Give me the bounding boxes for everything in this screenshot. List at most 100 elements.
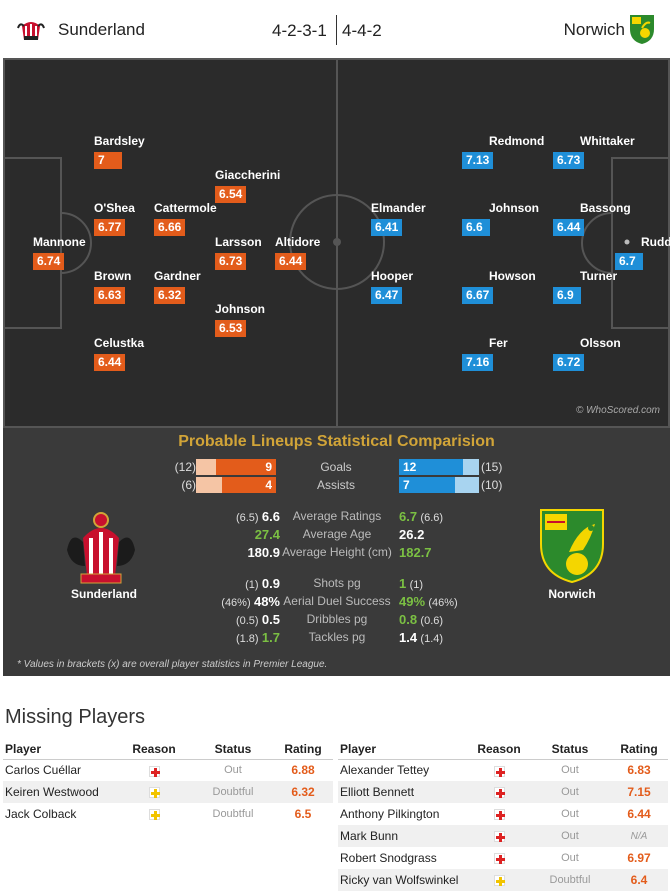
- col-reason[interactable]: Reason: [115, 739, 193, 760]
- away-stat: 0.8 (0.6): [399, 612, 443, 627]
- home-player-mannone[interactable]: Mannone 6.74: [33, 235, 86, 270]
- reason-cell: [468, 825, 530, 847]
- away-player-hooper[interactable]: Hooper 6.47: [371, 269, 413, 304]
- home-player-oshea[interactable]: O'Shea 6.77: [94, 201, 135, 236]
- away-team-label: Norwich: [548, 587, 596, 601]
- away-player-olsson[interactable]: Olsson 6.72: [553, 336, 621, 371]
- player-name: Celustka: [94, 336, 145, 350]
- home-player-bardsley[interactable]: Bardsley 7: [94, 134, 145, 169]
- stat-label: Tackles pg: [308, 630, 366, 644]
- stat-bar-assists: (6) 4 Assists 7 (10): [3, 477, 670, 493]
- reason-cell: [468, 847, 530, 869]
- home-stat: (6.5) 6.6: [236, 509, 280, 524]
- injury-icon: [493, 765, 505, 777]
- home-stat: 180.9: [247, 545, 280, 560]
- col-status[interactable]: Status: [530, 739, 610, 760]
- sunderland-crest-icon: [17, 22, 45, 40]
- col-reason[interactable]: Reason: [468, 739, 530, 760]
- away-value: 1.4: [399, 630, 418, 645]
- away-team-name[interactable]: Norwich: [563, 20, 625, 39]
- stat-label: Dribbles pg: [306, 612, 368, 626]
- player-name[interactable]: Jack Colback: [5, 807, 77, 821]
- col-status[interactable]: Status: [193, 739, 273, 760]
- player-name[interactable]: Alexander Tettey: [340, 763, 430, 778]
- formation-divider: [336, 15, 337, 45]
- home-team-name[interactable]: Sunderland: [58, 20, 145, 39]
- stat-label: Average Ratings: [292, 509, 382, 523]
- status-cell: Doubtful: [212, 808, 254, 820]
- player-name[interactable]: Anthony Pilkington: [340, 807, 440, 821]
- col-player[interactable]: Player: [338, 739, 468, 760]
- home-player-gardner[interactable]: Gardner 6.32: [154, 269, 201, 304]
- away-bar: [399, 477, 479, 493]
- stat-label: Goals: [320, 460, 352, 474]
- player-name: Johnson: [215, 302, 265, 316]
- away-player-whittaker[interactable]: Whittaker 6.73: [553, 134, 635, 169]
- home-player-brown[interactable]: Brown 6.63: [94, 269, 131, 304]
- player-name: Fer: [489, 336, 508, 350]
- reason-cell: [468, 869, 530, 891]
- away-missing-table: Player Reason Status Rating Alexander Te…: [338, 739, 668, 891]
- home-value: 9: [265, 460, 272, 474]
- stat-label: Assists: [316, 478, 355, 492]
- table-row: Jack Colback Doubtful 6.5: [3, 803, 333, 825]
- away-player-rudd[interactable]: Rudd 6.7: [615, 235, 670, 270]
- player-name[interactable]: Elliott Bennett: [338, 781, 468, 803]
- away-player-bassong[interactable]: Bassong 6.44: [553, 201, 631, 236]
- home-player-celustka[interactable]: Celustka 6.44: [94, 336, 144, 371]
- player-name[interactable]: Mark Bunn: [338, 825, 468, 847]
- home-player-giaccherini[interactable]: Giaccherini 6.54: [215, 168, 280, 203]
- away-player-howson[interactable]: Howson 6.67: [462, 269, 536, 304]
- col-rating[interactable]: Rating: [273, 739, 333, 760]
- rating-cell: 6.83: [627, 763, 651, 778]
- col-player[interactable]: Player: [3, 739, 115, 760]
- player-name[interactable]: Carlos Cuéllar: [5, 763, 82, 778]
- home-player-cattermole[interactable]: Cattermole 6.66: [154, 201, 217, 236]
- stat-label: Average Height (cm): [282, 545, 392, 559]
- table-row: Elliott Bennett Out 7.15: [338, 781, 668, 803]
- table-header-row: Player Reason Status Rating: [338, 739, 668, 760]
- reason-cell: [468, 803, 530, 825]
- rating-cell: 6.88: [291, 763, 315, 778]
- home-prev-value: (1): [245, 579, 259, 591]
- home-stat: (0.5) 0.5: [236, 612, 280, 627]
- away-player-fer[interactable]: Fer 7.16: [462, 336, 508, 371]
- away-player-elmander[interactable]: Elmander 6.41: [371, 201, 426, 236]
- reason-cell: [468, 759, 530, 781]
- home-prev-value: (6.5): [235, 512, 259, 524]
- player-name: Whittaker: [580, 134, 635, 148]
- away-prev-value: (0.6): [420, 615, 444, 627]
- home-bar: [196, 459, 276, 475]
- player-rating: 6.6: [462, 219, 490, 236]
- player-name: Turner: [580, 269, 618, 283]
- status-cell: Out: [561, 764, 579, 777]
- away-bar-fill: [399, 459, 463, 475]
- away-stat: 1 (1): [399, 576, 423, 591]
- stat-label: Average Age: [302, 527, 372, 541]
- formation-pitch: Mannone 6.74 Bardsley 7 O'Shea 6.77 Brown 6.…: [3, 58, 670, 428]
- away-player-johnson[interactable]: Johnson 6.6: [462, 201, 539, 236]
- home-prev-value: (0.5): [235, 615, 259, 627]
- player-name[interactable]: Keiren Westwood: [3, 781, 115, 803]
- rating-cell: N/A: [610, 825, 668, 847]
- home-value: 180.9: [247, 545, 280, 560]
- away-value: 26.2: [399, 527, 425, 542]
- status-cell: Out: [224, 764, 242, 777]
- col-rating[interactable]: Rating: [610, 739, 668, 760]
- home-player-larsson[interactable]: Larsson 6.73: [215, 235, 262, 270]
- injury-icon: [493, 809, 505, 821]
- player-rating: 6.41: [371, 219, 403, 236]
- home-stat: 27.4: [255, 527, 280, 542]
- player-rating: 6.9: [553, 287, 581, 304]
- player-name[interactable]: Ricky van Wolfswinkel: [338, 869, 468, 891]
- away-player-turner[interactable]: Turner 6.9: [553, 269, 617, 304]
- away-player-redmond[interactable]: Redmond 7.13: [462, 134, 544, 169]
- injury-icon: [493, 853, 505, 865]
- away-prev-value: (46%): [428, 597, 458, 609]
- home-player-altidore[interactable]: Altidore 6.44: [275, 235, 320, 270]
- missing-players-title: Missing Players: [5, 706, 146, 728]
- away-value: 0.8: [399, 612, 418, 627]
- comparison-title: Probable Lineups Statistical Comparision: [178, 433, 495, 450]
- home-player-johnson[interactable]: Johnson 6.53: [215, 302, 265, 337]
- player-name[interactable]: Robert Snodgrass: [340, 851, 437, 865]
